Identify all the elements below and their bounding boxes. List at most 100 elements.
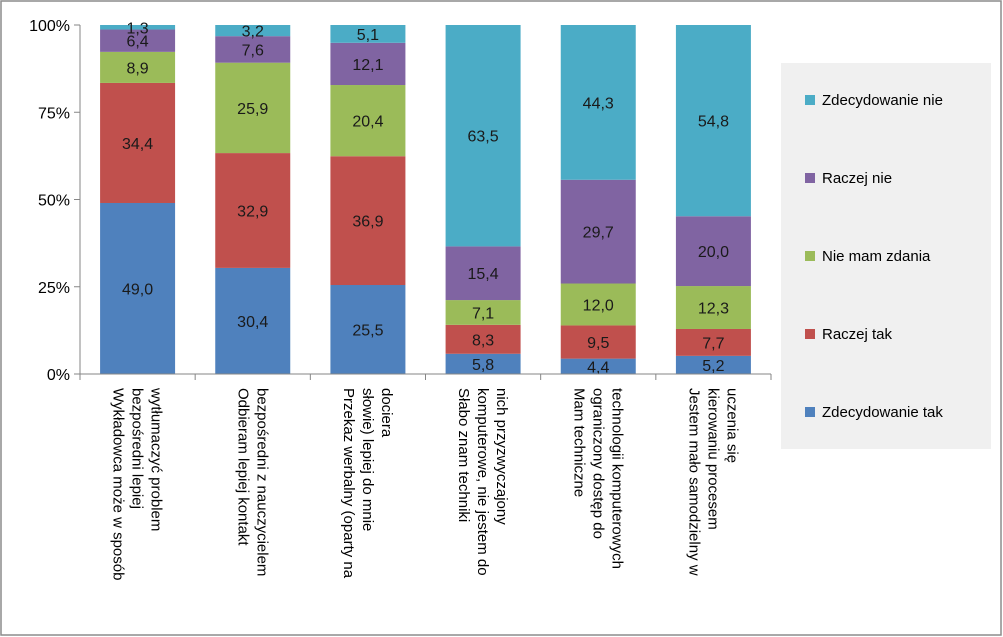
legend-swatch [805, 95, 815, 105]
category-label: Odbieram lepiej kontakt bezpośredni z nau… [234, 388, 270, 576]
bar-segment-raczej-nie [215, 36, 291, 63]
bar-segment-nie-mam-zdania [100, 51, 176, 83]
bar-segment-nie-mam-zdania [445, 300, 521, 325]
category-label-line: komputerowe, nie jestem do [474, 388, 491, 576]
category-label-line: ograniczony dostęp do [589, 388, 606, 539]
bar-segment-zdecydowanie-tak [215, 267, 291, 374]
bar-segment-zdecydowanie-tak [445, 353, 521, 374]
bar-segment-nie-mam-zdania [215, 62, 291, 154]
data-label: 25,9 [237, 101, 268, 118]
bar-segment-zdecydowanie-tak [100, 202, 176, 374]
y-tick-label: 25% [38, 280, 70, 297]
bar-segment-nie-mam-zdania [330, 85, 406, 157]
legend-box [781, 63, 991, 449]
legend-item: Raczej nie [805, 170, 892, 187]
bar-segment-zdecydowanie-tak [560, 358, 636, 374]
data-label: 36,9 [352, 214, 383, 231]
y-tick-label: 75% [38, 105, 70, 122]
category-label-line: Przekaz werbalny (oparty na [340, 388, 357, 579]
legend: Zdecydowanie nie Raczej nie Nie mam zdania… [781, 63, 991, 449]
data-label: 32,9 [237, 203, 268, 220]
data-label: 3,2 [242, 24, 264, 41]
bar-segment-zdecydowanie-nie [675, 25, 751, 217]
data-label: 8,9 [126, 60, 148, 77]
category-label: Słabo znam techniki komputerowe, nie jest… [455, 388, 510, 576]
data-label: 1,3 [126, 20, 148, 37]
bar-segment-zdecydowanie-tak [330, 285, 406, 374]
category-label-line: słowie) lepiej do mnie [359, 388, 376, 531]
category-label-line: wytłumaczyć problem [148, 387, 165, 531]
y-tick-label: 0% [47, 367, 70, 384]
bar-segment-raczej-tak [445, 324, 521, 354]
bar-segment-nie-mam-zdania [560, 283, 636, 326]
data-label: 4,4 [587, 359, 609, 376]
data-label: 15,4 [468, 266, 499, 283]
bar-segment-raczej-nie [445, 246, 521, 301]
data-label: 5,1 [357, 27, 379, 44]
bar-segment-raczej-tak [330, 156, 406, 286]
legend-swatch [805, 173, 815, 183]
y-tick-label: 50% [38, 193, 70, 210]
axes [79, 25, 772, 380]
category-label-line: dociera [378, 388, 395, 438]
bar-segment-raczej-tak [560, 325, 636, 359]
data-label: 29,7 [583, 225, 614, 242]
data-label: 49,0 [122, 281, 153, 298]
data-label: 20,0 [698, 244, 729, 261]
data-label: 6,4 [126, 34, 148, 51]
bar-segment-nie-mam-zdania [675, 286, 751, 329]
category-label: Jestem mało samodzielny w kierowaniu proc… [685, 388, 740, 576]
legend-swatch [805, 251, 815, 261]
data-label: 12,3 [698, 301, 729, 318]
category-label-line: Słabo znam techniki [455, 388, 472, 522]
legend-item: Nie mam zdania [805, 248, 931, 265]
category-label: Przekaz werbalny (oparty na słowie) lepie… [340, 388, 395, 579]
category-label-line: nich przyzwyczajony [493, 388, 510, 525]
legend-label: Zdecydowanie nie [822, 92, 943, 109]
bar-segment-zdecydowanie-nie [445, 25, 521, 247]
legend-item: Zdecydowanie nie [805, 92, 943, 109]
data-label: 44,3 [583, 95, 614, 112]
category-label-line: Wykładowca może w sposób [110, 388, 127, 580]
category-labels: Wykładowca może w sposób bezpośredni lepi… [110, 387, 741, 580]
legend-label: Nie mam zdania [822, 248, 931, 265]
bar-segment-zdecydowanie-nie [100, 25, 176, 30]
data-label: 5,2 [702, 358, 724, 375]
bar-segment-raczej-nie [675, 216, 751, 287]
data-label: 9,5 [587, 335, 609, 352]
category-label-line: Mam techniczne [570, 388, 587, 497]
category-label-line: bezpośredni z nauczycielem [253, 388, 270, 576]
data-label: 7,7 [702, 335, 724, 352]
category-label-line: Odbieram lepiej kontakt [234, 388, 251, 546]
category-label-line: uczenia się [723, 388, 740, 463]
bar-segment-raczej-tak [675, 328, 751, 356]
legend-swatch [805, 329, 815, 339]
data-label: 8,3 [472, 332, 494, 349]
legend-item: Zdecydowanie tak [805, 404, 943, 421]
data-label: 63,5 [468, 129, 499, 146]
data-label: 54,8 [698, 114, 729, 131]
bar-segment-raczej-nie [560, 179, 636, 284]
data-label: 7,6 [242, 42, 264, 59]
bar-segment-raczej-tak [215, 153, 291, 268]
data-label: 5,8 [472, 357, 494, 374]
bar-segment-zdecydowanie-nie [215, 25, 291, 37]
data-labels: 49,0 34,4 8,9 6,41,3 30,4 32,9 25,9 7,63,2 25,5 3… [122, 20, 729, 376]
data-label: 20,4 [352, 114, 383, 131]
category-label-line: Jestem mało samodzielny w [685, 388, 702, 576]
data-label: 30,4 [237, 314, 268, 331]
legend-label: Raczej nie [822, 170, 892, 187]
bars [100, 25, 751, 374]
bar-segment-raczej-tak [100, 82, 176, 203]
bar-segment-zdecydowanie-nie [330, 25, 406, 43]
category-label: Wykładowca może w sposób bezpośredni lepi… [110, 387, 165, 580]
data-label: 7,1 [472, 305, 494, 322]
category-label-line: technologii komputerowych [608, 388, 625, 569]
category-label: Mam techniczne ograniczony dostęp do techn… [570, 388, 625, 569]
legend-label: Raczej tak [822, 326, 893, 343]
bar-segment-raczej-nie [100, 29, 176, 52]
data-label: 34,4 [122, 136, 153, 153]
data-label: 12,1 [352, 57, 383, 74]
y-axis-ticks: 0% 25% 50% 75% 100% [29, 18, 80, 384]
